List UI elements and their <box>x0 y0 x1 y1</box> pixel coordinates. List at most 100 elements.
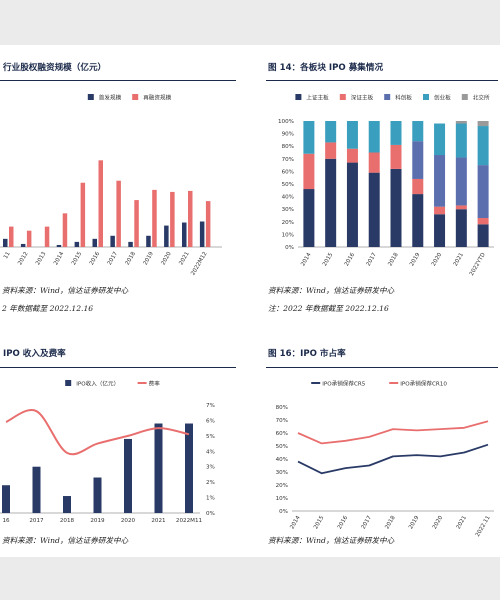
x-tick-label: 2020 <box>161 251 174 267</box>
legend-label: 再融资规模 <box>143 94 171 102</box>
legend-swatch <box>423 94 429 100</box>
bar-ipo <box>92 238 97 247</box>
y-tick-label: 30% <box>276 470 288 476</box>
bar-refinancing <box>205 201 211 247</box>
bar-ipo <box>74 241 80 247</box>
stacked-bar-segment <box>455 205 467 210</box>
y2-tick-label: 3% <box>206 465 215 471</box>
x-tick-label: 2018 <box>60 518 75 524</box>
y-tick-label: 0% <box>285 245 294 251</box>
stacked-bar-segment <box>368 152 380 173</box>
stacked-bar-segment <box>346 148 358 163</box>
y-tick-label: 10% <box>276 496 288 502</box>
stacked-bar-segment <box>434 214 446 247</box>
bar-ipo <box>182 222 187 247</box>
x-tick-label: 2017 <box>361 515 374 531</box>
revenue-bar <box>2 485 10 513</box>
bar-ipo <box>199 221 205 247</box>
y-tick-label: 40% <box>282 195 294 201</box>
stacked-bar-segment <box>368 121 380 153</box>
stacked-bar-segment <box>390 144 402 169</box>
y-tick-label: 50% <box>276 444 288 450</box>
x-tick-label: 2021 <box>453 252 466 268</box>
legend-label: 深证主板 <box>351 94 374 102</box>
legend-swatch <box>295 94 302 100</box>
title-rule <box>266 367 498 369</box>
cr5-line <box>297 443 489 475</box>
x-tick-label: 2022M11 <box>176 518 203 524</box>
stacked-bar-segment <box>390 121 402 145</box>
legend-label: 创业板 <box>434 94 451 102</box>
x-tick-label: 2016 <box>337 515 350 531</box>
y2-tick-label: 4% <box>206 449 215 455</box>
legend-label: IPO收入（亿元） <box>76 380 119 388</box>
x-tick-label: 2017 <box>366 252 379 268</box>
cr10-line <box>297 420 489 445</box>
ipo-board-panel: 图 14：各板块 IPO 募集情况 上证主板 深证主板 科创板 创业板 北交所 0% 10%… <box>262 45 500 315</box>
bar-refinancing <box>152 189 157 247</box>
y-tick-label: 80% <box>282 144 294 150</box>
ipo-market-share-chart: IPO承销保荐CR5 IPO承销保荐CR10 0% 10% 20% 30% 40% 50% 60… <box>276 380 494 538</box>
x-tick-label: 2022YTD <box>469 252 487 277</box>
x-tick-label: 2021 <box>456 515 469 531</box>
source-note: 资料来源：Wind，信达证券研发中心 <box>268 286 395 295</box>
y2-tick-label: 6% <box>206 418 215 424</box>
stacked-bar-segment <box>412 194 424 247</box>
stacked-bar-segment <box>477 224 489 247</box>
stacked-bar-segment <box>455 123 467 158</box>
y-tick-label: 60% <box>276 431 288 437</box>
bar-refinancing <box>170 191 175 247</box>
date-note: 2 年数据截至 2022.12.16 <box>2 304 94 313</box>
report-page: 行业股权融资规模（亿元） 首发规模 再融资规模 11 2012 2013 2014 2015… <box>0 45 500 557</box>
stacked-bar-segment <box>455 157 467 206</box>
revenue-bar <box>93 477 102 513</box>
legend-label: IPO承销保荐CR5 <box>322 380 366 388</box>
x-tick-label: 2016 <box>89 251 102 267</box>
legend-swatch <box>87 94 94 100</box>
legend-swatch <box>461 94 468 100</box>
title-rule <box>266 80 498 82</box>
x-tick-label: 2020 <box>121 518 136 524</box>
y2-tick-label: 1% <box>206 496 215 502</box>
panel-title: 图 14：各板块 IPO 募集情况 <box>268 63 384 73</box>
x-tick-label: 2015 <box>313 515 326 531</box>
y2-tick-label: 7% <box>206 403 215 409</box>
bar-refinancing <box>116 180 121 247</box>
revenue-bar <box>63 496 71 513</box>
y-tick-label: 0% <box>279 509 288 515</box>
stacked-bar-segment <box>434 155 446 207</box>
bar-refinancing <box>9 226 14 247</box>
x-tick-label: 2019 <box>143 251 156 267</box>
legend-label: 上证主板 <box>306 94 329 102</box>
legend-swatch <box>132 94 139 100</box>
bar-ipo <box>3 238 8 247</box>
stacked-bar-segment <box>346 121 358 149</box>
x-tick-label: 2018 <box>387 252 400 268</box>
revenue-bar <box>185 423 193 513</box>
revenue-bar <box>124 438 132 513</box>
x-tick-label: 2014 <box>300 252 313 268</box>
x-tick-label: 2016 <box>344 252 357 268</box>
ipo-market-share-panel: 图 16：IPO 市占率 IPO承销保荐CR5 IPO承销保荐CR10 0% 10% 2… <box>262 335 500 557</box>
legend-label: 费率 <box>149 380 161 388</box>
stacked-bar-segment <box>325 121 337 143</box>
fee-rate-line <box>5 409 190 456</box>
x-tick-label: 2014 <box>53 251 66 267</box>
x-tick-label: 2018 <box>384 515 397 531</box>
y2-tick-label: 2% <box>206 480 215 486</box>
x-tick-label: 2018 <box>125 251 138 267</box>
y-tick-label: 70% <box>282 157 294 163</box>
x-tick-label: 2019 <box>90 518 105 524</box>
legend-label: 首发规模 <box>99 94 122 102</box>
y-tick-label: 40% <box>276 457 288 463</box>
stacked-bar-segment <box>412 121 424 142</box>
revenue-bar <box>32 466 41 513</box>
legend-swatch <box>384 94 391 100</box>
bar-ipo <box>110 235 115 247</box>
panel-title: IPO 收入及费率 <box>3 349 66 359</box>
x-tick-label: 2012 <box>17 251 29 266</box>
stacked-bar-segment <box>412 141 424 179</box>
y2-tick-label: 0% <box>206 511 215 517</box>
x-tick-label: 2019 <box>408 515 421 531</box>
x-tick-label: 2020 <box>432 515 445 531</box>
